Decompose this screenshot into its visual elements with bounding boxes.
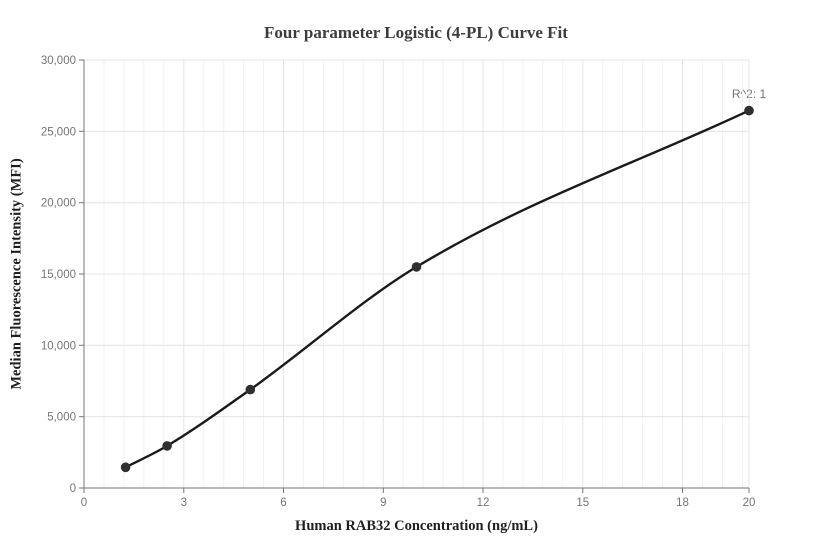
x-tick-label: 6 [280,497,286,509]
chart-title: Four parameter Logistic (4-PL) Curve Fit [264,23,568,42]
data-point-marker [411,262,422,272]
fit-curve [124,109,751,469]
x-tick-label: 9 [380,497,386,509]
x-axis-title: Human RAB32 Concentration (ng/mL) [295,518,538,534]
data-point-marker [120,462,131,473]
data-point-marker [245,384,256,395]
y-tick-label: 15,000 [41,269,76,281]
y-tick-label: 10,000 [41,340,76,352]
x-tick-label: 3 [181,497,187,509]
x-tick-label: 0 [81,497,87,509]
x-tick-label: 18 [676,497,689,509]
data-point-marker [744,105,754,116]
y-tick-label: 0 [70,483,76,495]
y-tick-label: 5,000 [47,412,76,424]
y-tick-label: 25,000 [41,126,76,138]
y-tick-label: 20,000 [41,198,76,210]
y-tick-label: 30,000 [41,55,76,67]
x-tick-label: 12 [477,497,490,509]
data-point-marker [162,441,172,451]
x-tick-label: 20 [743,497,756,509]
x-tick-label: 15 [576,497,589,509]
